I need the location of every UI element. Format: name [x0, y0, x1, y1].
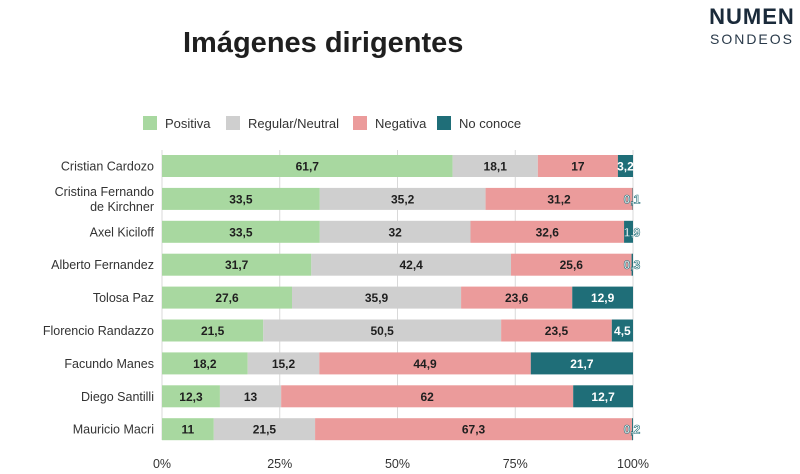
bar-segment	[485, 187, 633, 210]
legend-label: No conoce	[459, 116, 521, 131]
value-label: 31,2	[547, 192, 571, 206]
bar-segment	[281, 385, 574, 408]
bar-segment	[162, 286, 292, 309]
category-label: Mauricio Macri	[73, 423, 154, 437]
x-tick-label: 25%	[267, 457, 292, 471]
x-tick-label: 75%	[503, 457, 528, 471]
brand-name: NUMEN	[709, 4, 795, 29]
value-label: 33,5	[229, 192, 253, 206]
x-tick-label: 100%	[617, 457, 649, 471]
value-label: 23,5	[545, 324, 569, 338]
value-label: 31,7	[225, 258, 249, 272]
value-label: 15,2	[272, 357, 296, 371]
bar-segment	[315, 418, 633, 441]
category-label: Cristian Cardozo	[61, 160, 154, 174]
value-label: 27,6	[215, 291, 239, 305]
value-label: 12,3	[179, 390, 203, 404]
legend-swatch	[353, 116, 367, 130]
bar-segment	[213, 418, 316, 441]
bar-segment	[452, 155, 538, 177]
category-label: Axel Kiciloff	[90, 225, 155, 239]
bar-segment	[530, 352, 633, 375]
value-label: 3,2	[617, 160, 634, 174]
category-label: Diego Santilli	[81, 390, 154, 404]
legend-label: Positiva	[165, 116, 211, 131]
bar-segment	[501, 319, 612, 342]
bar-segment	[247, 352, 320, 375]
legend-swatch	[226, 116, 240, 130]
value-label: 13	[244, 390, 258, 404]
bar-segment	[291, 286, 462, 309]
bar-segment	[617, 155, 633, 177]
legend-swatch	[437, 116, 451, 130]
value-label: 67,3	[462, 423, 486, 437]
bar-segment	[162, 187, 320, 210]
bar-segment	[624, 220, 633, 243]
bar-segment	[162, 253, 312, 276]
value-label: 61,7	[296, 160, 320, 174]
category-label: Tolosa Paz	[93, 291, 154, 305]
value-label: 1,9	[624, 225, 641, 239]
value-label: 21,5	[253, 423, 277, 437]
bar-segment	[162, 352, 248, 375]
legend-swatch	[143, 116, 157, 130]
value-label: 12,9	[591, 291, 615, 305]
brand-subtitle: SONDEOS	[709, 31, 794, 47]
value-label: 23,6	[505, 291, 529, 305]
value-label: 50,5	[371, 324, 395, 338]
value-label: 62	[420, 390, 434, 404]
category-label: Alberto Fernandez	[51, 258, 154, 272]
bar-segment	[162, 418, 214, 441]
category-label: de Kirchner	[90, 200, 154, 214]
legend-label: Regular/Neutral	[248, 116, 339, 131]
bar-segment	[219, 385, 282, 408]
value-label: 4,5	[614, 324, 631, 338]
bar-segment	[573, 385, 633, 408]
value-label: 18,2	[193, 357, 217, 371]
value-label: 18,1	[484, 160, 508, 174]
bar-segment	[319, 220, 471, 243]
bar-segment	[461, 286, 573, 309]
category-label: Cristina Fernando	[55, 185, 154, 199]
bar-segment	[319, 352, 531, 375]
value-label: 21,7	[570, 357, 594, 371]
bar-segment	[162, 385, 220, 408]
chart-title: Imágenes dirigentes	[183, 27, 464, 59]
bar-segment	[537, 155, 618, 177]
bar-segment	[511, 253, 632, 276]
value-label: 44,9	[413, 357, 437, 371]
category-label: Florencio Randazzo	[43, 324, 154, 338]
value-label: 11	[182, 423, 195, 437]
category-label: Facundo Manes	[64, 357, 154, 371]
value-label: 33,5	[229, 225, 253, 239]
bar-segment	[162, 319, 264, 342]
value-label: 0,3	[624, 258, 641, 272]
x-tick-label: 0%	[153, 457, 171, 471]
value-label: 32,6	[536, 225, 560, 239]
bar-segment	[632, 418, 633, 441]
bar-segment	[470, 220, 625, 243]
bar-segment	[611, 319, 633, 342]
bar-segment	[162, 155, 453, 177]
bar-segment	[162, 220, 320, 243]
value-label: 35,9	[365, 291, 389, 305]
x-tick-label: 50%	[385, 457, 410, 471]
legend-label: Negativa	[375, 116, 427, 131]
value-label: 25,6	[560, 258, 584, 272]
value-label: 0,2	[624, 423, 641, 437]
brand-logo: NUMEN SONDEOS	[704, 4, 800, 47]
value-label: 32	[388, 225, 402, 239]
value-label: 35,2	[391, 192, 415, 206]
value-label: 21,5	[201, 324, 225, 338]
value-label: 12,7	[591, 390, 615, 404]
bar-segment	[631, 253, 633, 276]
bar-segment	[319, 187, 486, 210]
bar-segment	[263, 319, 502, 342]
bar-segment	[572, 286, 633, 309]
bar-segment	[311, 253, 512, 276]
value-label: 0,1	[624, 192, 641, 206]
value-label: 42,4	[399, 258, 423, 272]
value-label: 17	[571, 160, 585, 174]
